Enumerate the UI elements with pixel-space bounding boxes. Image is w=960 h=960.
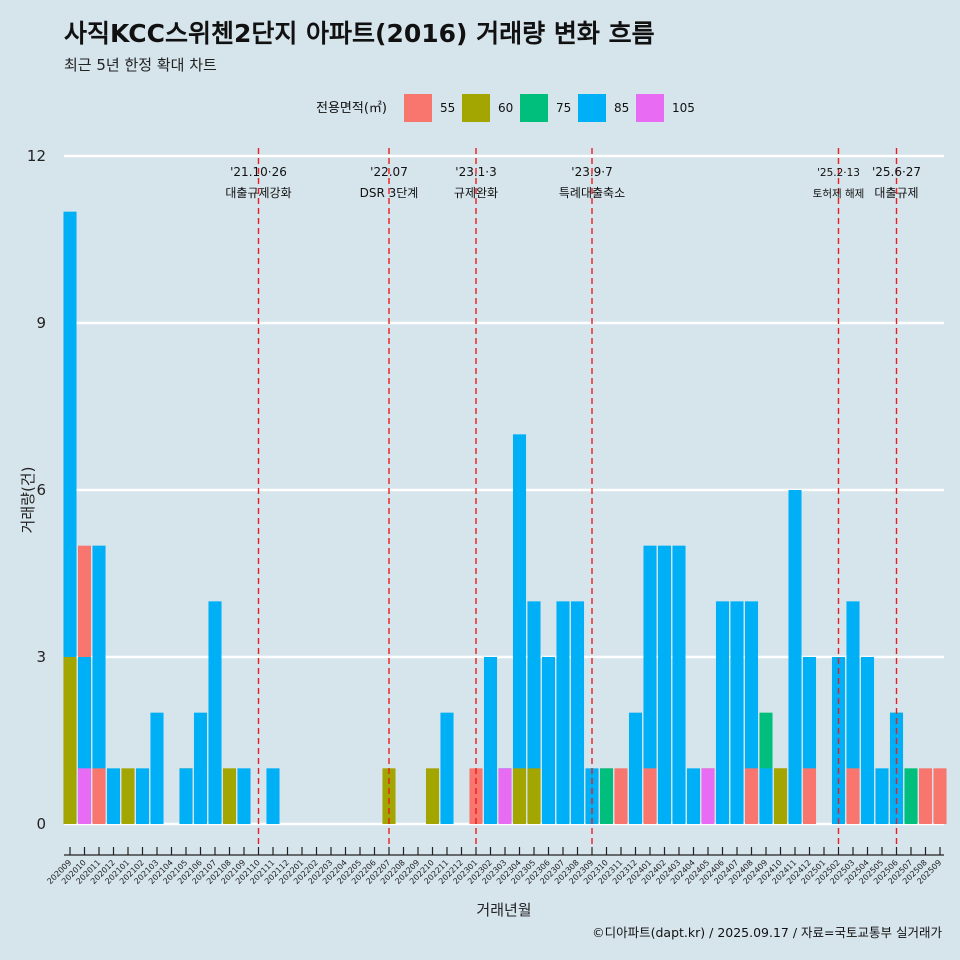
annotation-label-0: 대출규제강화 [225,186,291,200]
bar-202210-60 [425,768,440,824]
bar-202405-105 [701,768,715,824]
bar-202106-85 [193,712,208,824]
bar-202102-85 [135,768,150,824]
bar-202101-60 [121,768,135,824]
annotation-date-0: '21.10·26 [230,165,287,179]
bar-202309-85 [585,768,599,824]
bar-202107-85 [208,601,222,824]
source-caption: ©디아파트(dapt.kr) / 2025.09.17 / 자료=국토교통부 실… [592,925,942,940]
bar-202505-85 [875,768,889,824]
chart-subtitle: 최근 5년 한정 확대 차트 [64,56,217,74]
chart-title: 사직KCC스위첸2단지 아파트(2016) 거래량 변화 흐름 [64,19,655,48]
bar-202307-85 [556,601,570,824]
legend-swatch-60 [462,94,490,122]
bar-202304-85 [512,434,527,824]
bar-202406-85 [715,601,730,824]
bar-202306-85 [541,657,556,824]
legend-label-105: 105 [672,101,695,115]
bar-202301-55 [469,768,483,824]
annotation-label-5: 대출규제 [874,186,918,200]
bar-202310-75 [599,768,614,824]
y-axis-title: 거래량(건) [19,467,37,534]
annotation-label-3: 특례대출축소 [559,186,625,200]
bar-202305-60 [527,768,541,824]
bar-202409-85 [759,768,773,824]
bar-202211-85 [440,712,454,824]
bar-202303-105 [498,768,512,824]
bar-202103-85 [150,712,164,824]
bar-202012-85 [106,768,121,824]
bars [63,211,947,824]
bar-202404-85 [686,768,701,824]
x-axis-title: 거래년월 [476,901,531,919]
bar-202407-85 [730,601,744,824]
policy-annotations: '21.10·26 대출규제강화 '22.07 DSR 3단계 '23.1·3 규제완화 '… [225,148,921,845]
legend-label-75: 75 [556,101,571,115]
bar-202508-55 [918,768,933,824]
annotation-date-5: '25.6·27 [872,165,921,179]
legend-swatch-105 [636,94,664,122]
bar-202411-85 [788,490,802,824]
bar-202408-55 [744,768,759,824]
bar-202312-85 [628,712,643,824]
legend-label-60: 60 [498,101,513,115]
bar-202011-85 [92,545,106,824]
bar-202109-85 [237,768,251,824]
annotation-date-4: '25.2·13 [817,167,860,179]
legend-label-55: 55 [440,101,455,115]
legend-swatch-55 [404,94,432,122]
bar-202010-105 [77,768,92,824]
bar-202509-55 [933,768,947,824]
legend-swatch-75 [520,94,548,122]
bar-202304-60 [512,768,527,824]
legend-title: 전용면적(㎡) [316,101,387,116]
bar-202108-60 [222,768,237,824]
bar-202504-85 [860,657,875,824]
legend-swatch-85 [578,94,606,122]
bar-202403-85 [672,545,686,824]
bar-202302-85 [483,657,498,824]
bar-202207-60 [382,768,396,824]
y-tick-label-3: 9 [36,314,46,332]
bar-202507-75 [904,768,918,824]
bar-202308-85 [570,601,585,824]
bar-202402-85 [657,545,672,824]
legend-label-85: 85 [614,101,629,115]
annotation-label-1: DSR 3단계 [360,186,419,200]
bar-202105-85 [179,768,193,824]
y-tick-label-1: 3 [36,648,46,666]
bar-202009-60 [63,657,77,824]
bar-202410-60 [773,768,788,824]
annotation-date-1: '22.07 [370,165,408,179]
bar-202111-85 [266,768,280,824]
y-tick-label-2: 6 [36,481,46,499]
bar-202503-55 [846,768,860,824]
bar-202011-55 [92,768,106,824]
annotation-date-2: '23.1·3 [455,165,496,179]
bar-202311-55 [614,768,628,824]
annotation-date-3: '23.9·7 [571,165,612,179]
legend: 전용면적(㎡) 55 60 75 85 105 [316,94,695,122]
bar-202401-85 [643,545,657,824]
y-tick-label-4: 12 [27,147,46,165]
y-tick-label-0: 0 [36,815,46,833]
bar-202401-55 [643,768,657,824]
annotation-label-4: 토허제 해제 [813,187,865,200]
bar-202412-55 [802,768,817,824]
annotation-label-2: 규제완화 [454,186,498,200]
